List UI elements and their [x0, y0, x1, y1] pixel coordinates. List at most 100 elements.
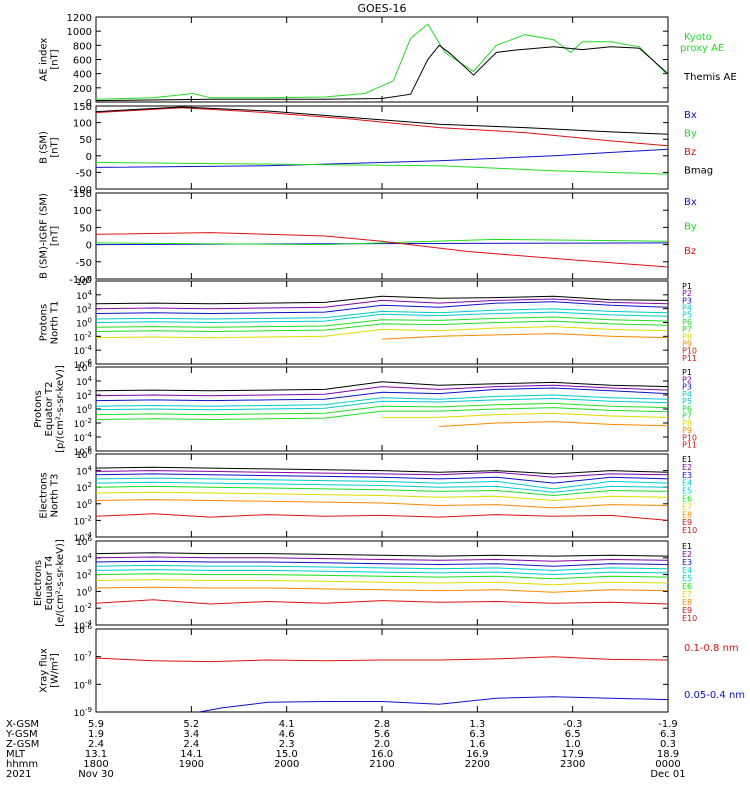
x-row-value: 1.0	[565, 739, 581, 750]
y-tick-label: 10-9	[74, 706, 92, 719]
legend-entry: E9	[682, 606, 692, 615]
x-row-value: 1900	[179, 759, 204, 770]
legend-entry: P10	[682, 433, 697, 442]
series-line-p6	[95, 402, 669, 416]
legend-entry: P11	[682, 354, 697, 363]
series-line-p5	[95, 397, 669, 411]
series-line-p2	[95, 384, 669, 397]
x-row-value: 17.9	[562, 749, 584, 760]
x-row-value: 1.6	[469, 739, 485, 750]
series-line-bz	[95, 232, 669, 268]
y-tick-label: 200	[73, 84, 92, 95]
series-line-kyoto-proxy-ae	[95, 23, 669, 100]
x-row-value: 13.1	[85, 749, 107, 760]
x-row-label: MLT	[6, 749, 26, 760]
series-line-bz	[95, 107, 669, 147]
y-tick-label: 10-2	[74, 602, 92, 615]
series-line-p1	[95, 381, 669, 392]
x-row-value: 2.8	[374, 719, 390, 730]
panel-frame	[95, 192, 669, 280]
x-row-value: 2200	[465, 759, 490, 770]
legend-entry: P7	[682, 412, 692, 421]
legend-entry: By	[684, 128, 697, 139]
y-tick-label: 106	[76, 361, 92, 374]
legend-entry: E9	[682, 518, 692, 527]
series-line-e1	[95, 552, 669, 557]
y-tick-label: 106	[76, 448, 92, 461]
legend-entry: P7	[682, 325, 692, 334]
y-tick-label: -50	[76, 258, 92, 269]
legend-entry: P4	[682, 304, 692, 313]
x-row-value: 2000	[274, 759, 299, 770]
panel-ae: 0 200 400 600 800 1000 1200 AE index[nT] Kyotopr…	[39, 13, 737, 109]
legend-entry: P9	[682, 426, 692, 435]
x-row-value: 6.5	[565, 729, 581, 740]
legend-entry: P3	[682, 296, 692, 305]
legend-entry: P1	[682, 368, 692, 377]
panel-frame	[95, 16, 669, 103]
series-line-p9	[381, 333, 669, 340]
x-row-value: 6.3	[469, 729, 485, 740]
series-line-e4	[95, 564, 669, 571]
y-tick-label: 10-6	[74, 623, 93, 636]
y-tick-label: 10-6	[74, 358, 93, 371]
series-line-bx	[95, 148, 669, 168]
series-line-p5	[95, 311, 669, 324]
y-axis-label: AE index[nT]	[39, 38, 61, 82]
series-line-e9	[95, 513, 669, 521]
x-date-end: Dec 01	[650, 769, 685, 780]
legend-entry: E10	[682, 526, 697, 535]
y-tick-label: 10-7	[74, 651, 92, 664]
y-tick-label: 10-4	[74, 531, 93, 544]
y-tick-label: 150	[73, 189, 92, 200]
y-tick-label: 100	[76, 498, 92, 511]
legend-entry: P1	[682, 282, 692, 291]
legend-entry: E6	[682, 495, 692, 504]
legend-entry: P9	[682, 339, 692, 348]
x-year: 2021	[6, 769, 31, 780]
legend-entry: E1	[682, 455, 692, 464]
x-row-value: 4.1	[279, 719, 295, 730]
series-line-p3	[95, 301, 669, 315]
y-tick-label: 10-2	[74, 330, 92, 343]
y-tick-label: 102	[76, 389, 92, 402]
y-tick-label: 50	[79, 223, 92, 234]
panel-xray: 10-9 10-8 10-7 10-6 Xray flux[W/m²] 0.1-0.8 n…	[39, 623, 746, 719]
legend-entry: Bmag	[684, 165, 713, 176]
legend-entry: P2	[682, 375, 692, 384]
y-tick-label: 102	[76, 569, 92, 582]
series-line-p7	[95, 407, 669, 421]
series-line-bmag	[95, 106, 669, 135]
x-row-value: 16.0	[371, 749, 393, 760]
x-row-value: 18.9	[657, 749, 679, 760]
legend-entry: E6	[682, 582, 692, 591]
y-tick-label: 100	[76, 585, 92, 598]
x-row-label: Y-GSM	[5, 729, 38, 740]
series-line-by	[95, 238, 669, 246]
y-tick-label: 100	[73, 206, 92, 217]
y-axis-label: B (SM)-IGRF (SM)[nT]	[39, 193, 61, 279]
series-line-0-05-0-4-nm	[198, 696, 669, 713]
y-tick-label: 10-6	[74, 445, 93, 458]
x-row-value: 5.6	[374, 729, 390, 740]
series-line-p3	[95, 387, 669, 402]
legend-entry: E2	[682, 550, 692, 559]
y-tick-label: 100	[76, 403, 92, 416]
x-row-label: Z-GSM	[6, 739, 39, 750]
series-line-e1	[95, 466, 669, 475]
panel-bdiff: -100 -50 0 50 100 150 B (SM)-IGRF (SM)[nT] Bx By…	[39, 189, 697, 286]
x-row-value: -0.3	[563, 719, 583, 730]
y-tick-label: 104	[76, 289, 92, 302]
legend-entry: E7	[682, 590, 692, 599]
y-axis-label: Xray flux[W/m²]	[39, 648, 61, 693]
series-line-p1	[95, 295, 669, 305]
chart-title: GOES-16	[357, 2, 406, 15]
series-line-e6	[95, 485, 669, 497]
series-line-themis-ae	[95, 44, 669, 102]
series-line-e4	[95, 477, 669, 490]
y-tick-label: 104	[76, 375, 92, 388]
legend-entry: Bz	[684, 246, 696, 257]
series-line-e8	[95, 499, 669, 509]
